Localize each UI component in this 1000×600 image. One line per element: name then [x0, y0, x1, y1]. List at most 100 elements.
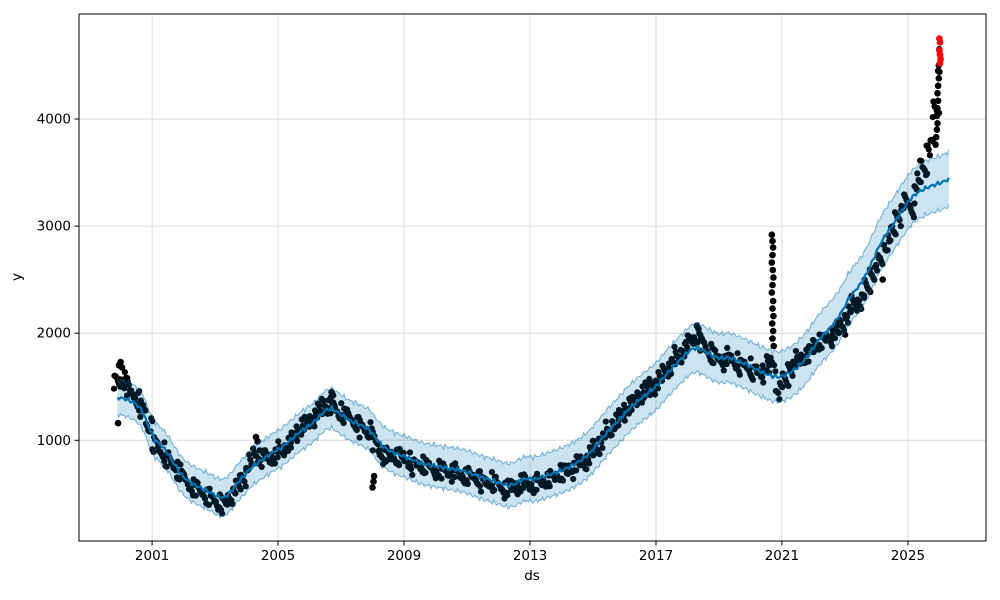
- data-point: [242, 483, 249, 490]
- data-point: [917, 157, 924, 164]
- data-point: [759, 362, 766, 369]
- x-tick-label: 2017: [639, 548, 673, 564]
- data-point: [111, 372, 118, 379]
- data-point: [465, 464, 472, 471]
- data-point: [874, 267, 881, 274]
- data-point: [927, 137, 934, 144]
- data-point: [137, 397, 144, 404]
- data-point: [735, 368, 742, 375]
- data-point: [199, 491, 206, 498]
- data-point: [772, 387, 780, 395]
- data-point: [246, 451, 253, 458]
- data-point: [570, 475, 577, 483]
- data-point: [283, 448, 290, 455]
- data-point: [275, 438, 282, 445]
- data-point: [711, 346, 718, 353]
- data-point: [477, 488, 485, 495]
- data-point: [205, 501, 213, 508]
- y-tick-label: 3000: [37, 219, 71, 235]
- data-point-outlier: [769, 297, 777, 305]
- data-point-outlier: [769, 266, 777, 274]
- data-point: [747, 355, 754, 362]
- data-point: [520, 471, 528, 478]
- data-point: [527, 481, 534, 488]
- data-point: [922, 172, 930, 179]
- data-point: [659, 362, 666, 369]
- uncertainty-band-layer: [116, 149, 950, 519]
- x-tick-label: 2001: [135, 548, 169, 564]
- data-point: [915, 176, 922, 184]
- data-point-outlier: [769, 237, 776, 245]
- data-point: [124, 378, 131, 385]
- data-point: [137, 413, 144, 420]
- data-point: [339, 417, 346, 424]
- data-point: [784, 361, 792, 368]
- data-point: [110, 385, 118, 392]
- actual-points-layer: [110, 46, 943, 517]
- data-point: [901, 191, 908, 198]
- data-point: [634, 389, 641, 396]
- data-point: [919, 164, 926, 171]
- uncertainty-band-lower-edge: [116, 204, 950, 519]
- data-point: [697, 334, 705, 341]
- data-point-outlier: [769, 281, 776, 289]
- data-point: [129, 391, 136, 398]
- data-point: [258, 463, 265, 470]
- data-point-outlier: [768, 231, 776, 238]
- data-point-outlier: [768, 320, 776, 327]
- data-point: [665, 364, 672, 371]
- data-point: [914, 170, 921, 177]
- data-point: [356, 434, 363, 441]
- data-point: [396, 445, 403, 453]
- data-point-outlier: [770, 342, 777, 350]
- data-point: [488, 482, 495, 489]
- forecast-line: [116, 177, 950, 500]
- data-point: [607, 432, 614, 439]
- data-point: [463, 477, 470, 484]
- data-point: [432, 467, 439, 474]
- data-point: [409, 471, 416, 478]
- data-point-outlier: [769, 251, 776, 259]
- data-point: [375, 448, 382, 455]
- data-point: [357, 419, 364, 426]
- data-point: [476, 482, 483, 490]
- data-point: [671, 343, 678, 350]
- data-point: [891, 209, 899, 216]
- data-point: [317, 407, 324, 414]
- data-point: [338, 400, 345, 407]
- data-point: [558, 475, 565, 482]
- data-point-outlier: [254, 438, 261, 445]
- data-point-outlier: [769, 305, 776, 312]
- data-point: [149, 446, 156, 453]
- data-point: [621, 401, 628, 408]
- data-point-outlier: [117, 358, 124, 366]
- data-point: [886, 237, 893, 244]
- data-point: [570, 467, 577, 474]
- data-point: [369, 447, 376, 454]
- data-point: [854, 296, 861, 303]
- data-point: [501, 489, 509, 496]
- data-point: [438, 475, 445, 482]
- data-point-outlier: [934, 105, 941, 112]
- x-tick-label: 2025: [891, 548, 925, 564]
- data-point: [363, 428, 370, 435]
- data-point: [805, 358, 812, 365]
- data-point: [161, 458, 168, 465]
- data-point: [507, 477, 514, 484]
- data-point: [734, 363, 741, 370]
- data-point: [582, 465, 589, 472]
- data-point: [882, 246, 889, 253]
- tick-labels-layer: 2001 2005 2009 2013 2017 2021 2025 1000 2000 3000…: [37, 112, 925, 565]
- data-point-outlier: [770, 274, 777, 281]
- data-point-outlier: [933, 126, 941, 133]
- data-point-outlier: [329, 392, 337, 399]
- data-point: [217, 506, 225, 513]
- data-point: [301, 413, 308, 420]
- data-point: [321, 402, 328, 409]
- data-point: [161, 439, 168, 446]
- data-point: [162, 462, 169, 470]
- data-point: [406, 462, 414, 469]
- data-point: [646, 375, 653, 382]
- data-point: [720, 367, 727, 374]
- data-point: [117, 376, 124, 383]
